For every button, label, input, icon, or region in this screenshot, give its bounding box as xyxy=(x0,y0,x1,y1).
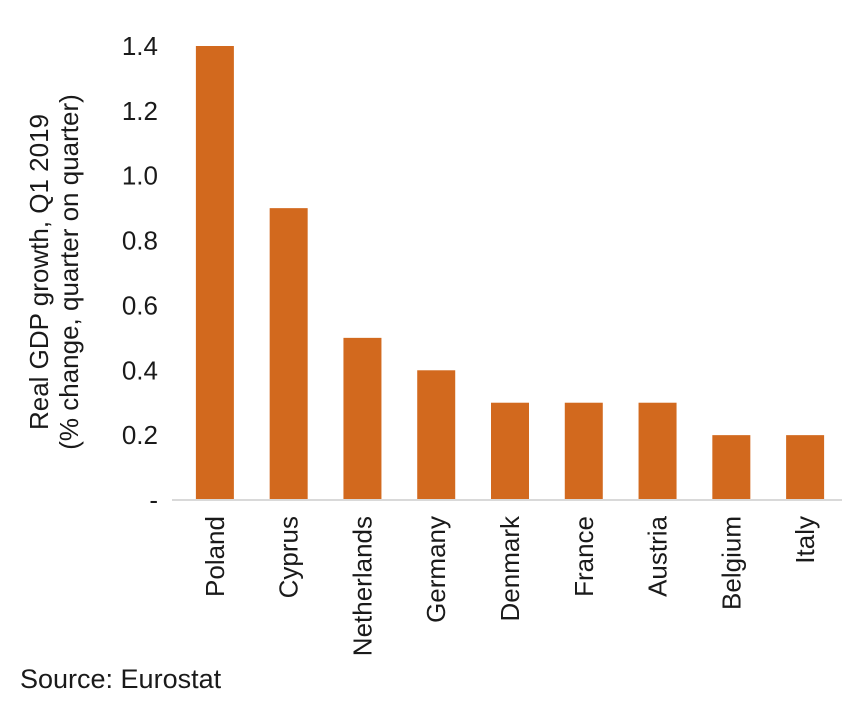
y-tick-label: 0.8 xyxy=(122,226,158,256)
bars xyxy=(195,46,825,500)
x-category-label: France xyxy=(569,516,599,597)
y-tick-label: 1.4 xyxy=(122,31,158,61)
source-note: Source: Eurostat xyxy=(20,664,222,694)
bar-france xyxy=(564,402,603,500)
y-tick-label: 0.2 xyxy=(122,420,158,450)
bar-denmark xyxy=(491,402,529,500)
y-axis-ticks: - 0.2 0.4 0.6 0.8 1.0 1.2 1.4 xyxy=(122,31,158,515)
y-tick-label: 0.6 xyxy=(122,290,158,320)
x-category-label: Poland xyxy=(200,516,230,597)
bar-austria xyxy=(638,402,677,500)
x-category-label: Netherlands xyxy=(347,516,377,656)
x-category-label: Belgium xyxy=(716,516,746,610)
y-tick-label: 1.2 xyxy=(122,96,158,126)
x-category-label: Germany xyxy=(421,516,451,623)
bar-belgium xyxy=(712,435,751,500)
bar-italy xyxy=(786,435,825,500)
y-axis-title-line: Real GDP growth, Q1 2019 xyxy=(24,114,54,430)
y-tick-label: - xyxy=(149,485,158,515)
bar-germany xyxy=(417,370,456,500)
bar-poland xyxy=(195,46,234,500)
bar-netherlands xyxy=(343,337,382,500)
x-category-label: Cyprus xyxy=(274,516,304,598)
x-category-label: Austria xyxy=(643,515,673,596)
x-category-label: Italy xyxy=(790,516,820,564)
x-axis-categories: Poland Cyprus Netherlands Germany Denmark Fra… xyxy=(200,515,820,656)
y-axis-title-line: (% change, quarter on quarter) xyxy=(54,94,84,450)
bar-cyprus xyxy=(269,208,308,500)
x-category-label: Denmark xyxy=(495,515,525,621)
y-tick-label: 0.4 xyxy=(122,355,158,385)
y-axis-title: Real GDP growth, Q1 2019 (% change, quart… xyxy=(24,94,84,450)
y-tick-label: 1.0 xyxy=(122,161,158,191)
